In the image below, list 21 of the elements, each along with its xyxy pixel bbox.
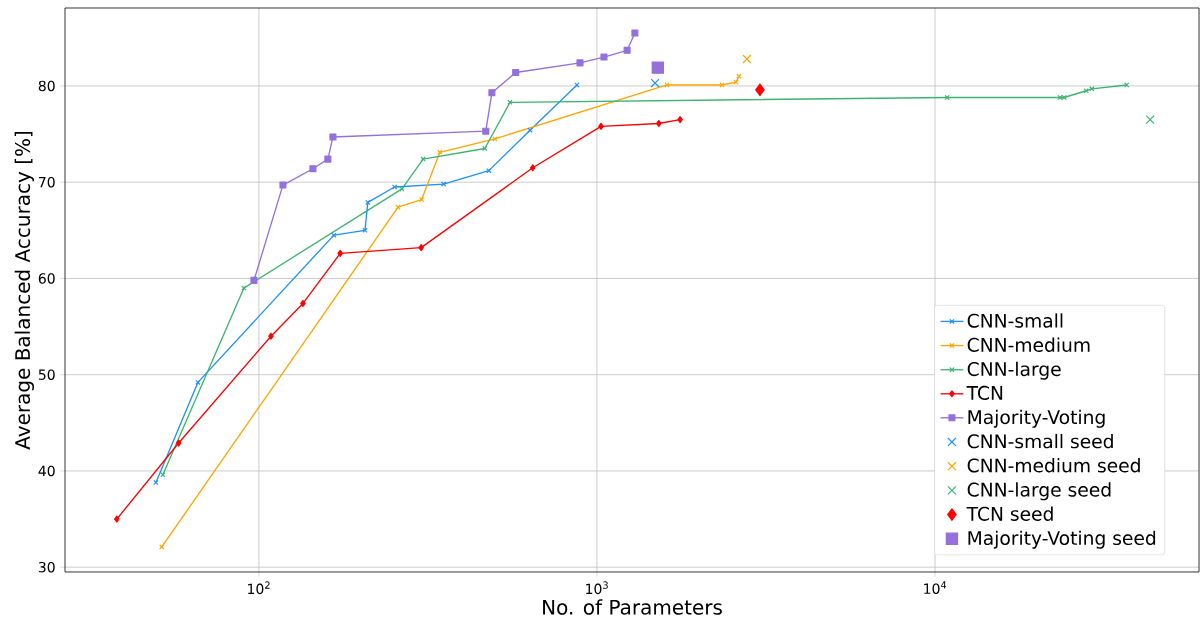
x-tick-label: 10$^{2}$ (248, 581, 270, 595)
legend-label: Majority-Voting seed (968, 530, 1156, 549)
legend-label: CNN-large seed (967, 482, 1111, 501)
y-tick-label: 40 (38, 465, 55, 477)
y-tick-label: 30 (38, 561, 55, 573)
x-axis-title: No. of Parameters (543, 599, 722, 615)
y-axis-title: Average Balanced Accuracy [%] (14, 131, 34, 450)
legend-label: CNN-medium (967, 337, 1090, 352)
y-tick-label: 70 (38, 176, 55, 188)
y-tick-label: 60 (38, 273, 55, 284)
x-tick-label: 10$^{3}$ (586, 581, 608, 595)
legend-label: TCN (966, 385, 1003, 400)
legend-label: CNN-medium seed (967, 458, 1140, 473)
legend-label: Majority-Voting (968, 409, 1105, 428)
legend-label: CNN-small (967, 313, 1063, 328)
legend-label: CNN-large (967, 361, 1061, 380)
legend-label: TCN seed (966, 506, 1053, 521)
legend-label: CNN-small seed (967, 433, 1113, 449)
x-tick-label: 10$^{4}$ (924, 581, 947, 595)
y-tick-label: 80 (38, 80, 55, 92)
y-tick-label: 50 (38, 369, 55, 380)
